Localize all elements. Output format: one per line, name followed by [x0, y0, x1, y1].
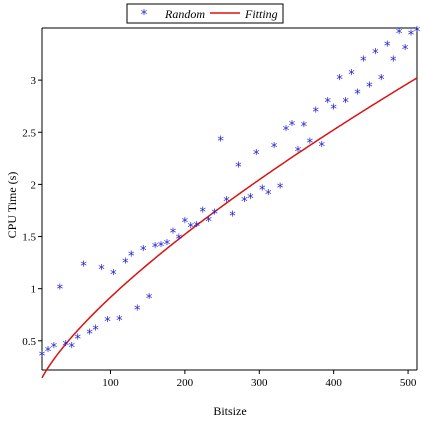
data-point: * [313, 105, 320, 120]
legend-fitting-label: Fitting [244, 7, 278, 21]
data-point: * [104, 315, 111, 330]
data-point: * [39, 349, 46, 364]
data-point: * [277, 182, 284, 197]
data-point: * [324, 96, 331, 111]
data-point: * [396, 27, 403, 42]
legend-box [126, 3, 284, 24]
data-point: * [384, 40, 391, 55]
data-point: * [86, 328, 93, 343]
y-tick-label: 0.5 [22, 336, 36, 348]
data-point: * [354, 88, 361, 103]
data-point: * [247, 192, 254, 207]
data-point: * [92, 323, 99, 338]
x-tick-label: 500 [400, 377, 417, 389]
data-point: * [116, 314, 123, 329]
data-point: * [330, 102, 337, 117]
data-point: * [360, 54, 367, 69]
data-point: * [211, 208, 218, 223]
data-point: * [74, 333, 81, 348]
data-point: * [378, 73, 385, 88]
y-tick-label: 2.5 [22, 127, 36, 139]
data-point: * [134, 304, 141, 319]
data-point: * [283, 124, 290, 139]
y-tick-label: 2 [31, 179, 37, 191]
data-point: * [253, 148, 260, 163]
data-point: * [80, 260, 87, 275]
data-point: * [188, 221, 195, 236]
data-point: * [229, 210, 236, 225]
data-point: * [128, 249, 135, 264]
x-tick-label: 400 [325, 377, 342, 389]
data-point: * [170, 226, 177, 241]
x-tick-label: 300 [251, 377, 268, 389]
data-point: * [146, 292, 153, 307]
data-point: * [205, 215, 212, 230]
data-point: * [342, 96, 349, 111]
data-point: * [199, 206, 206, 221]
data-point: * [289, 119, 296, 134]
data-point: * [372, 47, 379, 62]
y-axis-title: CPU Time (s) [5, 172, 19, 239]
data-point: * [98, 263, 105, 278]
data-point: * [295, 145, 302, 160]
data-point: * [182, 216, 189, 231]
data-point: * [152, 241, 159, 256]
data-point: * [194, 220, 201, 235]
x-tick-label: 100 [102, 377, 119, 389]
data-point: * [348, 68, 355, 83]
y-tick-label: 1 [31, 284, 37, 296]
data-point: * [408, 28, 415, 43]
x-axis-title: Bitsize [213, 404, 246, 418]
fitting-curve [41, 77, 418, 379]
data-point: * [259, 184, 266, 199]
data-point: * [45, 345, 52, 360]
data-point: * [390, 54, 397, 69]
data-point: * [366, 80, 373, 95]
legend-random-marker: * [141, 8, 148, 23]
data-point: * [301, 120, 308, 135]
y-tick-label: 1.5 [22, 232, 36, 244]
data-point: * [176, 233, 183, 248]
data-point: * [140, 244, 147, 259]
data-point: * [319, 140, 326, 155]
data-point: * [63, 339, 70, 354]
data-point: * [110, 268, 117, 283]
data-point: * [223, 195, 230, 210]
data-point: * [122, 257, 129, 272]
data-point: * [164, 238, 171, 253]
data-point: * [265, 188, 272, 203]
data-point: * [241, 195, 248, 210]
fitting-curve-layer [41, 77, 418, 379]
data-point: * [271, 141, 278, 156]
legend-random-label: Random [164, 7, 205, 21]
data-point: * [158, 240, 165, 255]
y-ticks: 0.5 1 1.5 2 2.5 3 [22, 75, 42, 348]
data-point: * [57, 283, 64, 298]
random-points-layer: * * *** **** ****** ***** * ** ** * *** ****** *** **… [39, 25, 421, 364]
data-point: * [69, 341, 76, 356]
data-point: * [402, 43, 409, 58]
plot-frame [41, 27, 418, 371]
data-point: * [307, 137, 314, 152]
data-point: * [235, 161, 242, 176]
data-point: * [336, 73, 343, 88]
data-point: * [414, 25, 421, 40]
x-ticks: 100 200 300 400 500 [102, 370, 417, 389]
legend: * Random Fitting [126, 3, 284, 24]
data-point: * [217, 135, 224, 150]
y-tick-label: 3 [31, 75, 37, 87]
data-point: * [51, 341, 58, 356]
x-tick-label: 200 [177, 377, 194, 389]
